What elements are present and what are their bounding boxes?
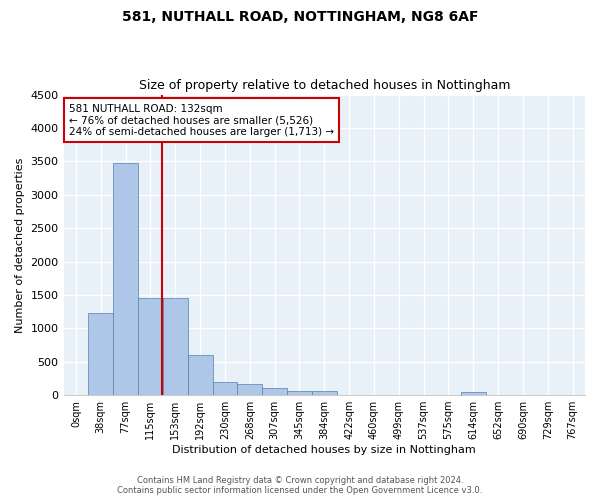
Title: Size of property relative to detached houses in Nottingham: Size of property relative to detached ho…: [139, 79, 510, 92]
Text: Contains HM Land Registry data © Crown copyright and database right 2024.
Contai: Contains HM Land Registry data © Crown c…: [118, 476, 482, 495]
Bar: [238, 384, 262, 395]
Bar: [138, 298, 163, 395]
Y-axis label: Number of detached properties: Number of detached properties: [15, 157, 25, 332]
Bar: [287, 391, 312, 395]
Bar: [163, 298, 188, 395]
Bar: [188, 355, 212, 395]
Bar: [461, 392, 485, 395]
Bar: [312, 391, 337, 395]
Text: 581 NUTHALL ROAD: 132sqm
← 76% of detached houses are smaller (5,526)
24% of sem: 581 NUTHALL ROAD: 132sqm ← 76% of detach…: [69, 104, 334, 137]
Text: 581, NUTHALL ROAD, NOTTINGHAM, NG8 6AF: 581, NUTHALL ROAD, NOTTINGHAM, NG8 6AF: [122, 10, 478, 24]
Bar: [212, 382, 238, 395]
Bar: [113, 162, 138, 395]
X-axis label: Distribution of detached houses by size in Nottingham: Distribution of detached houses by size …: [172, 445, 476, 455]
Bar: [88, 313, 113, 395]
Bar: [262, 388, 287, 395]
